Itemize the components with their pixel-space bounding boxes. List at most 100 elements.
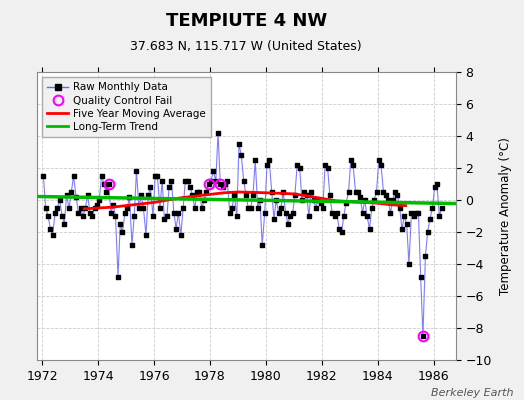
Point — [405, 261, 413, 267]
Point — [335, 226, 343, 232]
Point — [307, 189, 315, 195]
Point — [195, 189, 203, 195]
Point — [177, 232, 185, 238]
Point — [111, 213, 119, 219]
Point — [174, 210, 182, 216]
Point — [77, 205, 85, 211]
Point — [163, 213, 171, 219]
Point — [116, 221, 124, 227]
Point — [323, 165, 332, 171]
Point — [354, 189, 362, 195]
Point — [41, 205, 50, 211]
Point — [212, 178, 220, 184]
Point — [394, 192, 402, 198]
Point — [365, 226, 374, 232]
Point — [198, 205, 206, 211]
Point — [340, 213, 348, 219]
Point — [90, 205, 99, 211]
Point — [221, 181, 229, 187]
Point — [425, 216, 434, 222]
Point — [65, 205, 73, 211]
Point — [179, 205, 187, 211]
Point — [67, 189, 75, 195]
Point — [300, 189, 308, 195]
Text: Berkeley Earth: Berkeley Earth — [431, 388, 514, 398]
Point — [137, 192, 145, 198]
Point — [268, 189, 276, 195]
Y-axis label: Temperature Anomaly (°C): Temperature Anomaly (°C) — [499, 137, 512, 295]
Point — [433, 181, 441, 187]
Point — [188, 192, 196, 198]
Point — [202, 189, 211, 195]
Point — [149, 213, 157, 219]
Point — [239, 178, 248, 184]
Point — [186, 184, 194, 190]
Point — [130, 213, 138, 219]
Point — [407, 210, 416, 216]
Point — [331, 213, 339, 219]
Point — [153, 173, 161, 179]
Point — [53, 205, 61, 211]
Point — [325, 192, 334, 198]
Point — [121, 210, 129, 216]
Point — [381, 192, 390, 198]
Point — [286, 213, 294, 219]
Point — [56, 197, 64, 203]
Point — [384, 197, 392, 203]
Text: 37.683 N, 115.717 W (United States): 37.683 N, 115.717 W (United States) — [130, 40, 362, 53]
Point — [342, 200, 350, 206]
Point — [377, 162, 385, 168]
Point — [104, 181, 113, 187]
Point — [216, 181, 224, 187]
Point — [167, 178, 176, 184]
Point — [88, 213, 96, 219]
Point — [314, 197, 322, 203]
Point — [275, 210, 283, 216]
Point — [235, 141, 243, 147]
Point — [242, 192, 250, 198]
Point — [228, 205, 236, 211]
Point — [260, 210, 269, 216]
Point — [128, 242, 136, 248]
Point — [435, 213, 444, 219]
Point — [97, 173, 106, 179]
Point — [51, 210, 59, 216]
Point — [293, 162, 301, 168]
Point — [123, 205, 132, 211]
Point — [265, 157, 274, 163]
Point — [373, 189, 381, 195]
Point — [402, 221, 411, 227]
Point — [398, 226, 406, 232]
Point — [375, 157, 383, 163]
Point — [139, 205, 148, 211]
Point — [414, 210, 423, 216]
Point — [352, 189, 360, 195]
Point — [344, 189, 353, 195]
Point — [233, 213, 241, 219]
Point — [337, 229, 346, 235]
Point — [251, 157, 259, 163]
Point — [333, 210, 341, 216]
Point — [428, 205, 436, 211]
Point — [361, 197, 369, 203]
Point — [412, 210, 420, 216]
Point — [279, 189, 287, 195]
Point — [39, 173, 48, 179]
Point — [46, 226, 54, 232]
Point — [319, 205, 327, 211]
Point — [356, 194, 364, 200]
Point — [386, 210, 395, 216]
Point — [358, 210, 367, 216]
Point — [205, 181, 213, 187]
Point — [310, 197, 318, 203]
Point — [160, 216, 169, 222]
Point — [74, 210, 82, 216]
Point — [79, 213, 88, 219]
Point — [283, 221, 292, 227]
Point — [95, 197, 103, 203]
Point — [172, 226, 180, 232]
Point — [181, 178, 190, 184]
Point — [118, 229, 127, 235]
Legend: Raw Monthly Data, Quality Control Fail, Five Year Moving Average, Long-Term Tren: Raw Monthly Data, Quality Control Fail, … — [42, 77, 211, 137]
Point — [312, 205, 320, 211]
